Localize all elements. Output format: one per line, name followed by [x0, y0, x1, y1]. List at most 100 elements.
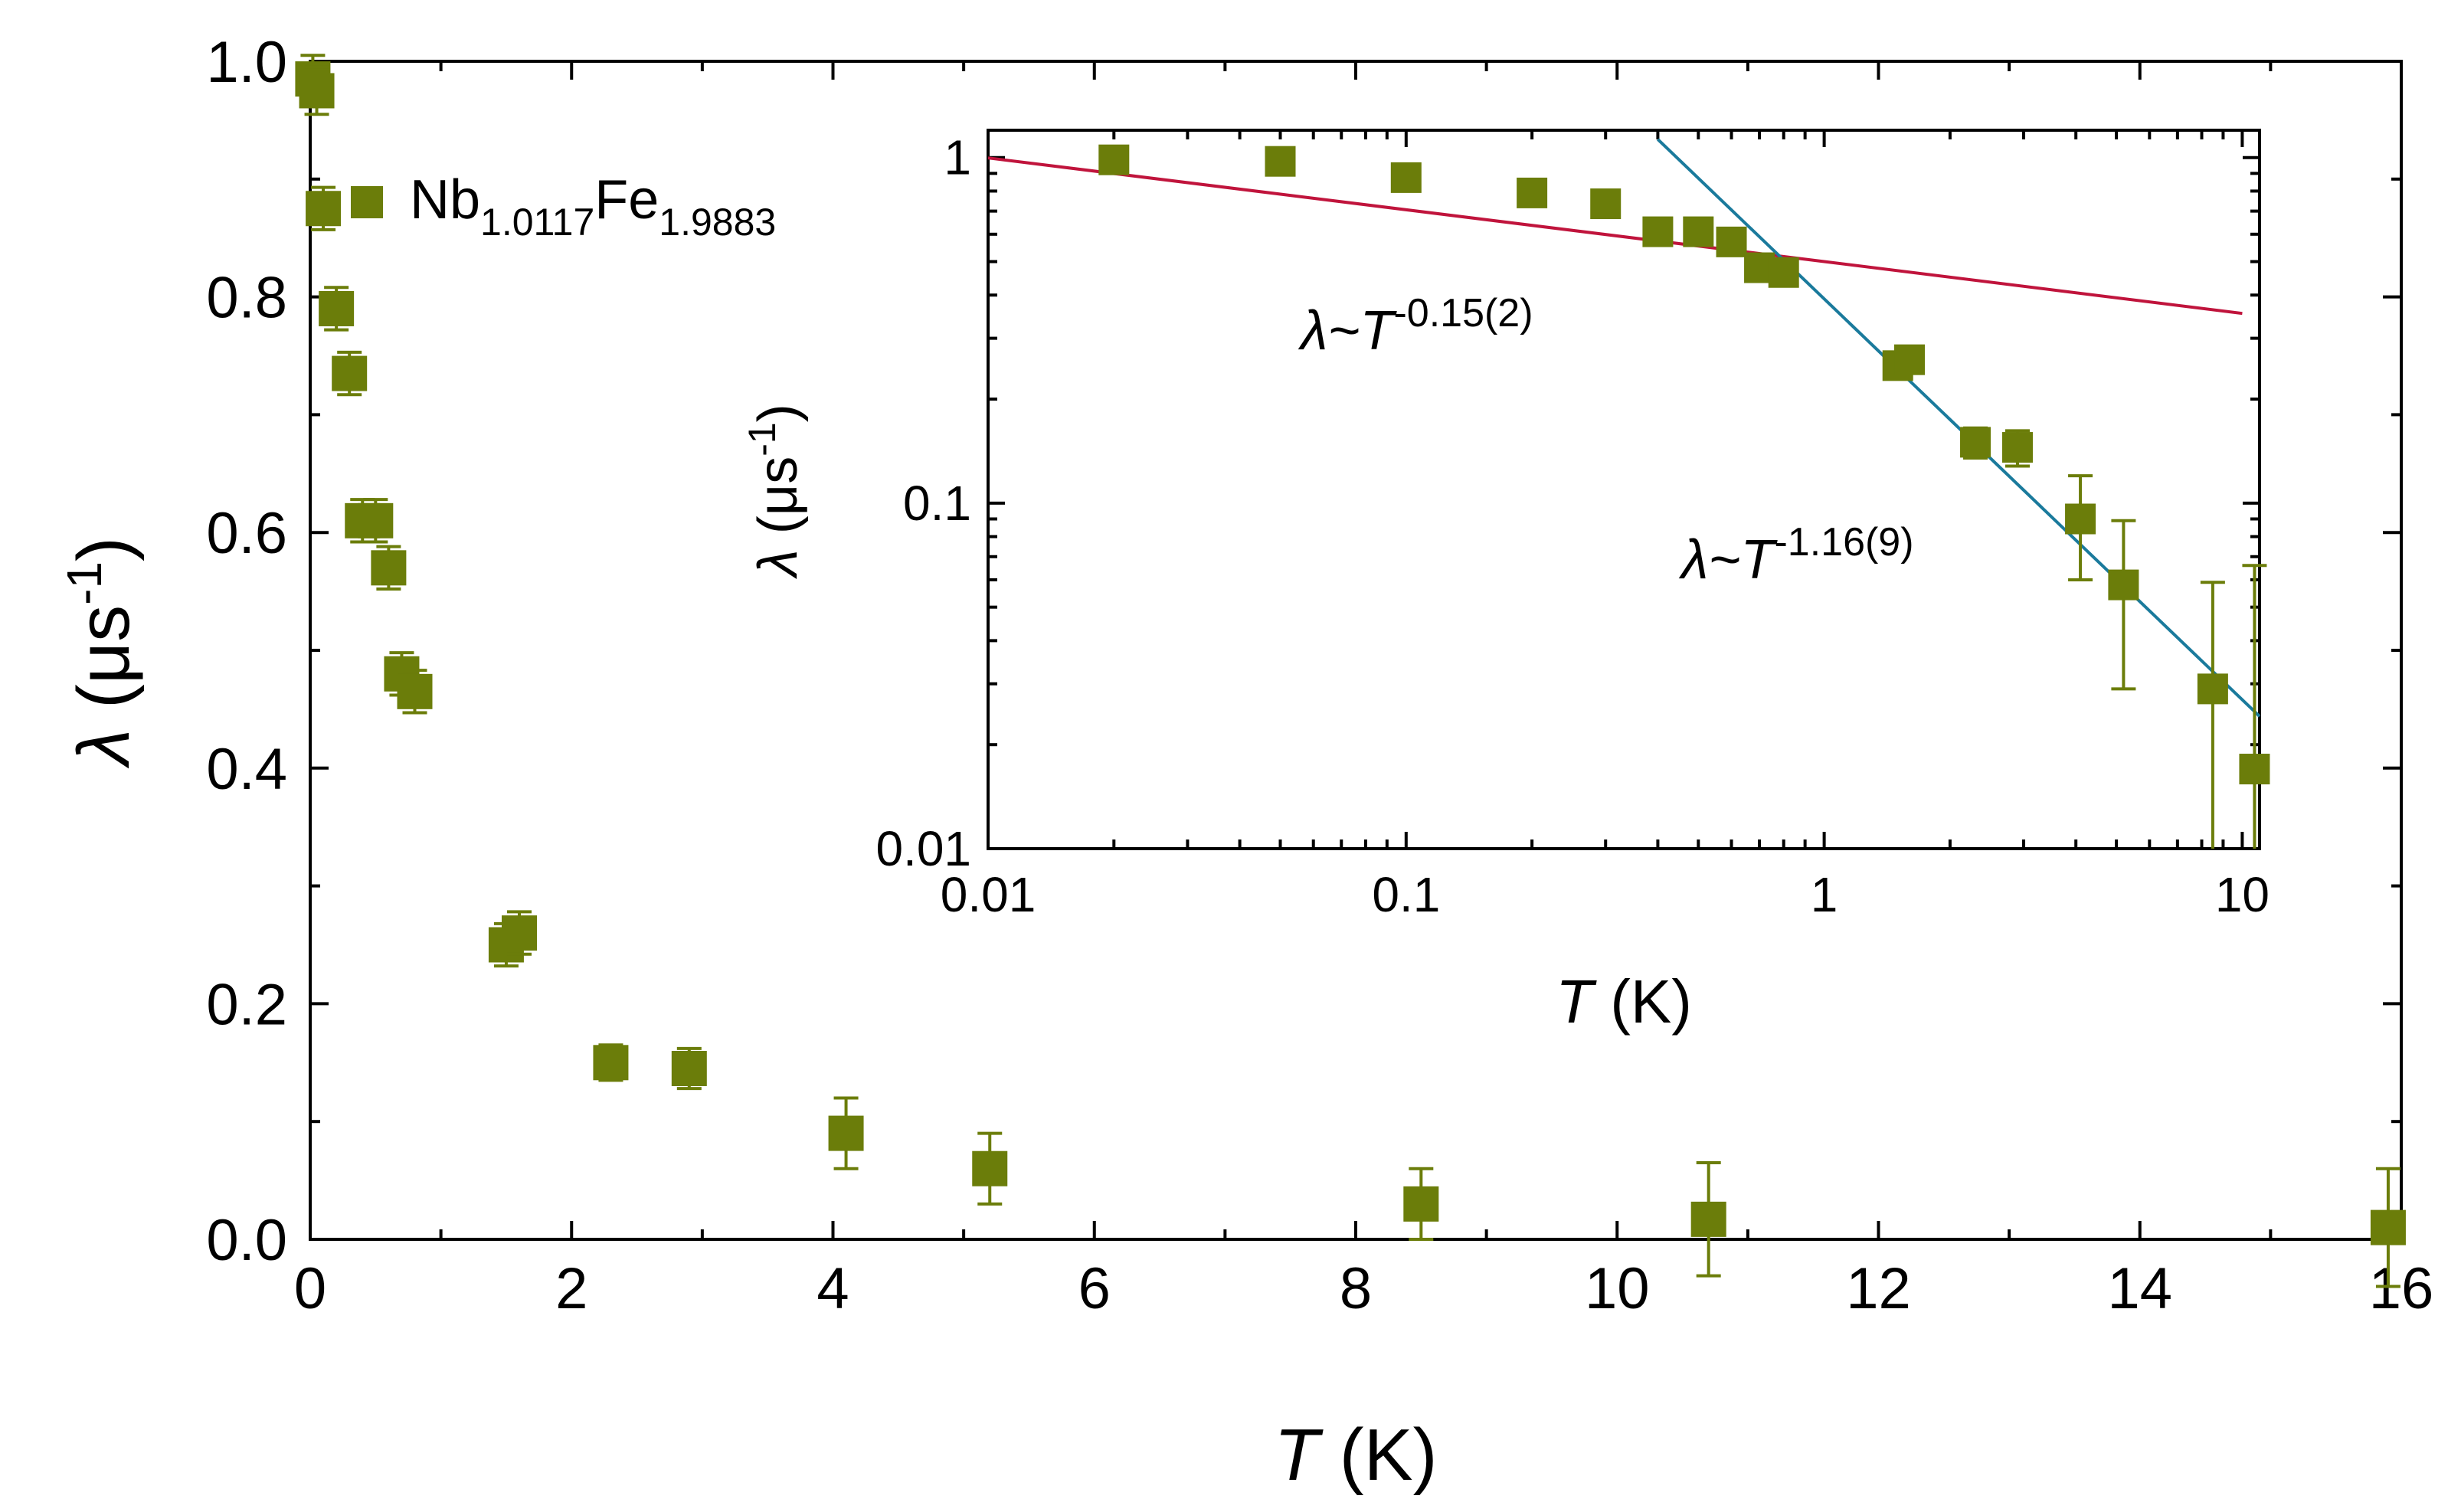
inset-marker — [1768, 257, 1799, 288]
main-marker — [332, 355, 368, 391]
main-marker — [358, 502, 394, 538]
inset-marker — [1642, 216, 1674, 247]
main-data-point — [371, 545, 407, 591]
main-data-point — [2370, 1167, 2406, 1288]
inset-y-tick-label: 1 — [944, 130, 971, 185]
main-data-point — [1403, 1167, 1439, 1241]
inset-data-point — [1716, 226, 1747, 257]
inset-marker — [1590, 188, 1622, 220]
main-data-points — [295, 54, 2406, 1288]
main-data-point — [299, 65, 335, 116]
inset-marker — [1716, 226, 1747, 257]
main-x-axis-label: T (K) — [1274, 1414, 1437, 1496]
inset-data-point — [2065, 474, 2096, 581]
main-y-tick-label: 1.0 — [206, 30, 287, 95]
main-data-point — [319, 286, 355, 332]
legend: Nb1.0117Fe1.9883 — [351, 169, 776, 244]
inset-marker — [2108, 569, 2139, 601]
main-data-point — [397, 669, 433, 715]
main-marker — [319, 290, 355, 326]
main-x-tick-label: 10 — [1585, 1256, 1650, 1321]
inset-marker — [1517, 177, 1548, 208]
inset-y-axis-label: λ (μs-1) — [741, 404, 809, 579]
main-x-tick-label: 6 — [1078, 1256, 1111, 1321]
main-marker — [502, 915, 537, 951]
inset-data-point — [2108, 519, 2139, 691]
main-marker — [972, 1150, 1008, 1186]
fit-label-high-t: λ~T-1.16(9) — [1678, 520, 1914, 591]
main-marker — [1403, 1186, 1439, 1222]
fit-line-low-t — [987, 156, 2243, 316]
inset-marker — [2065, 503, 2096, 535]
inset-marker — [1098, 144, 1130, 175]
inset-y-tick-label: 0.01 — [875, 821, 971, 876]
main-marker — [397, 673, 433, 709]
inset-data-point — [1390, 162, 1422, 193]
inset-data-point — [2001, 429, 2033, 468]
fit-line-high-t — [1657, 138, 2261, 718]
inset-data-point — [1768, 257, 1799, 288]
inset-plot-frame — [987, 129, 2261, 850]
main-y-tick-label: 0.0 — [206, 1208, 287, 1273]
main-y-tick-label: 0.4 — [206, 737, 287, 802]
inset-data-point — [1894, 344, 1926, 375]
fit-label-low-t: λ~T-0.15(2) — [1298, 291, 1533, 362]
main-marker — [371, 550, 407, 586]
legend-marker — [351, 186, 383, 218]
inset-data-point — [1642, 216, 1674, 247]
inset-data-points — [1098, 144, 2270, 849]
main-x-tick-label: 2 — [555, 1256, 587, 1321]
inset-data-point — [1517, 177, 1548, 208]
inset-x-axis-label: T (K) — [1556, 967, 1692, 1036]
inset-fit-lines — [987, 138, 2261, 718]
main-data-point — [332, 350, 368, 397]
main-x-tick-label: 14 — [2107, 1256, 2172, 1321]
main-marker — [1690, 1201, 1726, 1237]
inset-data-point — [2239, 564, 2270, 849]
legend-label: Nb1.0117Fe1.9883 — [410, 169, 776, 244]
main-y-axis-label: λ (μs-1) — [57, 537, 145, 769]
main-marker — [306, 191, 342, 227]
inset-background — [988, 130, 2260, 849]
main-data-point — [972, 1131, 1008, 1206]
inset-x-tick-label: 0.1 — [1372, 867, 1440, 922]
inset-marker — [1265, 146, 1296, 177]
inset-marker — [1894, 344, 1926, 375]
main-marker — [299, 73, 335, 109]
inset-marker — [2197, 673, 2228, 705]
main-data-point — [358, 498, 394, 544]
inset-marker — [1960, 427, 1991, 458]
inset-axis-ticks: 0.01 0.1 1 10 0.01 0.1 1 — [875, 130, 2270, 922]
inset-data-point — [1098, 144, 1130, 175]
main-x-tick-label: 4 — [817, 1256, 849, 1321]
inset-data-point — [2197, 581, 2228, 849]
inset-x-tick-label: 1 — [1811, 867, 1838, 922]
main-y-tick-label: 0.2 — [206, 972, 287, 1037]
main-x-tick-label: 12 — [1846, 1256, 1911, 1321]
main-data-point — [828, 1096, 864, 1170]
inset-marker — [1390, 162, 1422, 193]
main-y-tick-label: 0.6 — [206, 501, 287, 566]
inset-data-point — [1683, 216, 1714, 247]
inset-marker — [2001, 432, 2033, 463]
main-data-point — [502, 910, 537, 956]
inset-marker — [1683, 216, 1714, 247]
main-x-tick-label: 16 — [2369, 1256, 2434, 1321]
main-y-tick-label: 0.8 — [206, 266, 287, 331]
inset-data-point — [1590, 188, 1622, 220]
inset-marker — [2239, 754, 2270, 785]
main-x-tick-label: 0 — [294, 1256, 326, 1321]
main-marker — [593, 1045, 629, 1081]
inset-y-tick-label: 0.1 — [903, 476, 971, 531]
inset-x-tick-label: 0.01 — [941, 867, 1036, 922]
inset-x-tick-label: 10 — [2215, 867, 2270, 922]
inset-data-point — [1960, 426, 1991, 460]
main-x-tick-label: 8 — [1340, 1256, 1372, 1321]
main-marker — [671, 1050, 707, 1086]
main-data-point — [671, 1046, 707, 1091]
main-data-point — [593, 1043, 629, 1082]
main-marker — [828, 1115, 864, 1151]
main-marker — [2370, 1209, 2406, 1245]
main-axis-ticks: 0 2 4 6 8 10 12 14 16 0.0 0.2 0.4 0.6 0.8 1.0 — [206, 30, 2433, 1321]
